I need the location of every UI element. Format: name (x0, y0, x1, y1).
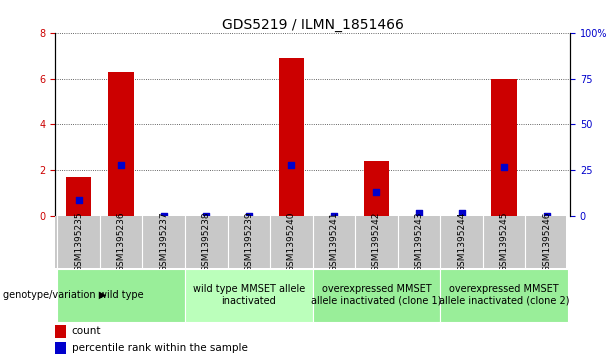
Text: wild type MMSET allele
inactivated: wild type MMSET allele inactivated (192, 284, 305, 306)
Text: GSM1395245: GSM1395245 (500, 212, 509, 272)
Text: GSM1395235: GSM1395235 (74, 212, 83, 272)
Point (116, 162, 126, 168)
Text: GSM1395246: GSM1395246 (542, 212, 551, 272)
Point (329, 213, 339, 219)
Bar (364, 161, 389, 216)
Text: GSM1395236: GSM1395236 (116, 212, 126, 272)
Point (542, 213, 552, 219)
Text: count: count (72, 326, 101, 336)
Bar (66, 177, 91, 216)
Text: GSM1395242: GSM1395242 (372, 212, 381, 272)
Text: GSM1395237: GSM1395237 (159, 212, 168, 272)
Title: GDS5219 / ILMN_1851466: GDS5219 / ILMN_1851466 (222, 18, 403, 32)
Bar (57, 269, 185, 322)
Point (244, 213, 254, 219)
Text: GSM1395238: GSM1395238 (202, 212, 211, 272)
Bar (278, 58, 304, 216)
Bar (492, 78, 517, 216)
Text: GSM1395240: GSM1395240 (287, 212, 296, 272)
Text: overexpressed MMSET
allele inactivated (clone 2): overexpressed MMSET allele inactivated (… (439, 284, 569, 306)
Point (457, 210, 466, 216)
Point (159, 213, 169, 219)
Text: GSM1395241: GSM1395241 (329, 212, 338, 272)
Text: percentile rank within the sample: percentile rank within the sample (72, 343, 248, 353)
Point (414, 210, 424, 216)
Bar (55, 325, 66, 338)
Text: GSM1395244: GSM1395244 (457, 212, 466, 272)
Point (286, 162, 296, 168)
Bar (185, 269, 313, 322)
Text: wild type: wild type (99, 290, 143, 300)
Bar (313, 269, 440, 322)
Text: genotype/variation ▶: genotype/variation ▶ (3, 290, 106, 300)
Point (74, 197, 83, 203)
Text: GSM1395239: GSM1395239 (245, 212, 253, 272)
Point (201, 213, 211, 219)
Bar (440, 269, 568, 322)
Bar (55, 342, 66, 354)
Text: GSM1395243: GSM1395243 (414, 212, 424, 272)
Point (499, 164, 509, 170)
Bar (109, 72, 134, 216)
Text: overexpressed MMSET
allele inactivated (clone 1): overexpressed MMSET allele inactivated (… (311, 284, 441, 306)
Point (371, 189, 381, 195)
